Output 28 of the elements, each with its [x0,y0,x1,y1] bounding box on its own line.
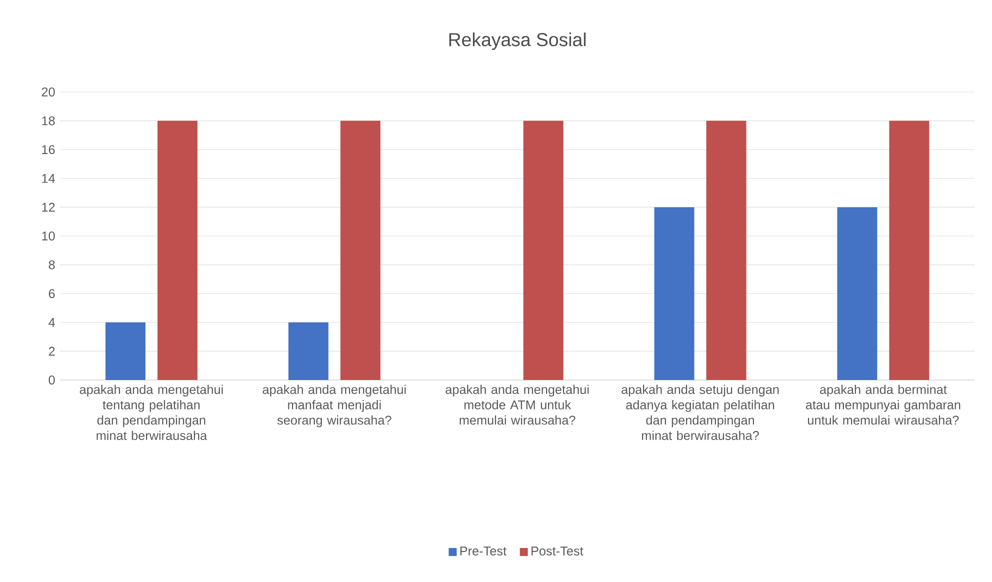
y-tick-label: 2 [48,346,55,356]
y-tick-label: 12 [42,202,55,212]
y-tick-label: 8 [48,260,55,270]
x-tick-label: apakah anda berminat atau mempunyai gambaran untuk memulai wirausaha? [806,384,960,425]
bar [157,120,198,380]
bar [654,207,694,380]
y-tick-label: 10 [42,232,55,240]
y-tick-label: 20 [42,88,55,96]
y-tick-label: 0 [48,376,55,384]
bar [340,120,380,380]
bar [288,322,328,380]
x-tick-label: apakah anda mengetahui metode ATM untuk memulai wirausaha? [446,384,589,425]
y-tick-label: 4 [48,318,55,327]
bar [889,120,930,380]
chart-title: Rekayasa Sosial [449,32,586,50]
x-tick-label: apakah anda setuju dengan adanya kegiatan pelatihan dan pendampingan minat berwirausaha? [622,384,779,440]
x-tick-label: apakah anda mengetahui tentang pelatihan dan pendampingan minat berwirausaha [80,384,223,440]
bar [706,120,746,380]
legend-label: Post-Test [532,546,584,556]
x-tick-label: apakah anda mengetahui manfaat menjadi seorang wirausaha? [262,384,406,428]
legend-label: Pre-Test [460,546,506,556]
bar [105,322,146,380]
y-tick-label: 18 [42,116,55,126]
bar [523,120,564,380]
bar [837,207,878,380]
y-tick-label: 6 [48,289,55,298]
y-tick-label: 16 [42,145,55,154]
y-tick-label: 14 [42,174,55,183]
